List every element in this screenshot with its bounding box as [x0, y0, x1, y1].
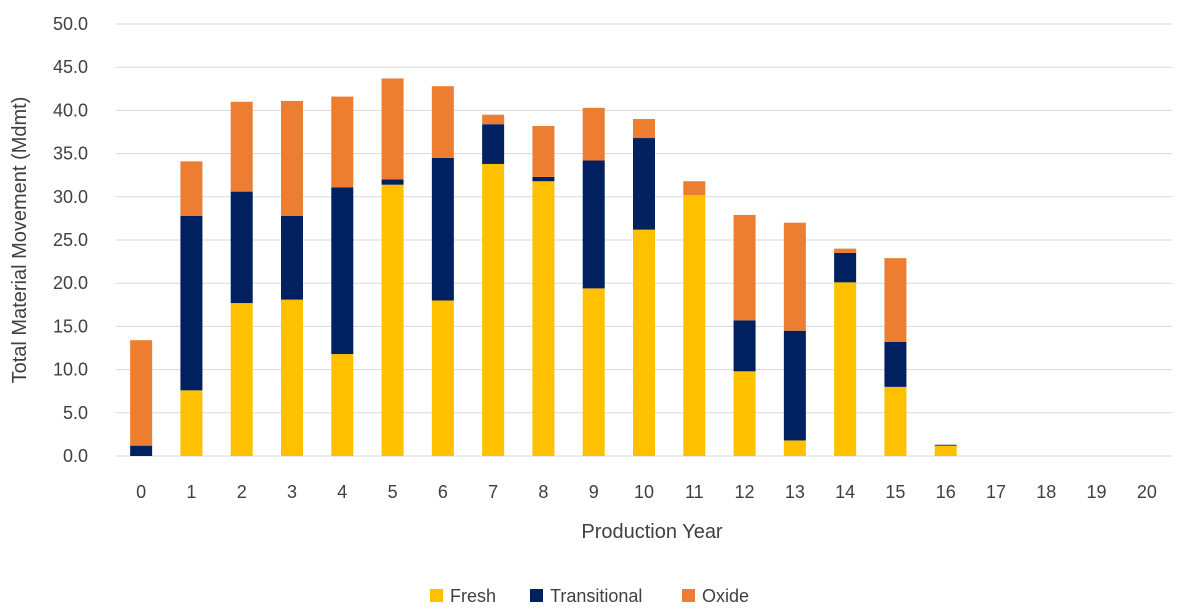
legend-swatch-oxide	[682, 589, 695, 602]
bar-segment-transitional	[783, 330, 806, 441]
bar-segment-fresh	[733, 371, 756, 456]
y-axis-title: Total Material Movement (Mdmt)	[9, 97, 31, 384]
x-tick-label: 2	[237, 482, 247, 502]
bar-segment-fresh	[180, 390, 203, 456]
bar-segment-transitional	[633, 138, 655, 230]
bar-segment-fresh	[431, 300, 454, 456]
bar-segment-oxide	[532, 125, 555, 177]
bars	[130, 78, 957, 457]
x-tick-label: 12	[735, 482, 755, 502]
bar-segment-transitional	[582, 160, 605, 289]
bar-segment-transitional	[733, 320, 756, 372]
y-tick-label: 20.0	[53, 273, 88, 293]
bar-segment-oxide	[431, 86, 454, 158]
bar-segment-oxide	[633, 119, 655, 139]
y-tick-labels: 0.0 5.0 10.0 15.0 20.0 25.0 30.0 35.0 40.0 45.0 50…	[53, 14, 88, 466]
x-tick-label: 3	[287, 482, 297, 502]
x-tick-label: 5	[388, 482, 398, 502]
x-tick-label: 13	[785, 482, 805, 502]
x-tick-label: 8	[538, 482, 548, 502]
x-tick-label: 14	[835, 482, 855, 502]
x-tick-label: 19	[1087, 482, 1107, 502]
x-tick-label: 10	[634, 482, 654, 502]
bar-segment-oxide	[834, 248, 857, 253]
y-tick-label: 10.0	[53, 360, 88, 380]
bar-segment-oxide	[482, 114, 505, 125]
x-tick-label: 11	[685, 482, 704, 502]
bar-segment-fresh	[230, 303, 253, 456]
x-tick-label: 20	[1137, 482, 1157, 502]
y-tick-label: 50.0	[53, 14, 88, 34]
legend-swatch-fresh	[430, 589, 443, 602]
x-tick-label: 4	[337, 482, 347, 502]
x-axis-title: Production Year	[581, 521, 723, 543]
bar-segment-transitional	[180, 215, 203, 391]
x-tick-label: 18	[1036, 482, 1056, 502]
bar-segment-oxide	[130, 340, 153, 446]
bar-segment-oxide	[884, 258, 907, 342]
bar-segment-transitional	[482, 124, 505, 164]
bar-segment-fresh	[884, 386, 907, 456]
y-tick-label: 0.0	[63, 446, 88, 466]
bar-segment-fresh	[934, 445, 957, 456]
x-tick-label: 9	[589, 482, 599, 502]
bar-segment-transitional	[431, 157, 454, 301]
y-tick-label: 25.0	[53, 230, 88, 250]
bar-segment-oxide	[281, 100, 303, 216]
x-tick-label: 7	[488, 482, 498, 502]
bar-segment-fresh	[532, 181, 555, 457]
bar-segment-oxide	[733, 214, 756, 321]
y-tick-label: 35.0	[53, 144, 88, 164]
y-tick-label: 30.0	[53, 187, 88, 207]
bar-segment-fresh	[482, 163, 505, 456]
y-tick-label: 45.0	[53, 57, 88, 77]
legend: Fresh Transitional Oxide	[430, 586, 749, 606]
bar-segment-transitional	[381, 179, 404, 185]
x-tick-label: 15	[885, 482, 905, 502]
bar-segment-transitional	[834, 252, 857, 283]
bar-segment-transitional	[281, 215, 303, 300]
bar-segment-oxide	[180, 161, 203, 216]
x-tick-label: 6	[438, 482, 448, 502]
bar-segment-transitional	[130, 445, 153, 456]
bar-segment-oxide	[783, 222, 806, 331]
bar-segment-fresh	[683, 195, 706, 456]
bar-segment-transitional	[884, 341, 907, 387]
legend-label: Oxide	[702, 586, 749, 606]
x-tick-label: 0	[136, 482, 146, 502]
y-tick-label: 5.0	[63, 403, 88, 423]
x-tick-labels: 0 1 2 3 4 5 6 7 8 9 10 11 12 13 14 15 16 17 18 19 20	[136, 482, 1157, 502]
y-tick-label: 15.0	[53, 316, 88, 336]
bar-segment-fresh	[783, 440, 806, 456]
bar-segment-oxide	[381, 78, 404, 180]
x-tick-label: 1	[186, 482, 196, 502]
x-tick-label: 17	[986, 482, 1006, 502]
bar-segment-oxide	[331, 96, 354, 188]
bar-segment-fresh	[331, 354, 354, 456]
bar-segment-fresh	[633, 229, 655, 456]
bar-segment-oxide	[683, 181, 706, 196]
bar-segment-transitional	[331, 187, 354, 355]
bar-segment-transitional	[934, 444, 957, 446]
bar-segment-fresh	[582, 288, 605, 456]
bar-segment-fresh	[834, 282, 857, 456]
legend-label: Transitional	[550, 586, 642, 606]
legend-swatch-transitional	[530, 589, 543, 602]
bar-segment-fresh	[281, 299, 303, 456]
bar-segment-transitional	[532, 176, 555, 182]
bar-segment-transitional	[230, 191, 253, 304]
bar-segment-oxide	[230, 101, 253, 192]
x-tick-label: 16	[936, 482, 956, 502]
legend-label: Fresh	[450, 586, 496, 606]
bar-segment-fresh	[381, 184, 404, 457]
bar-segment-oxide	[582, 107, 605, 161]
y-tick-label: 40.0	[53, 100, 88, 120]
